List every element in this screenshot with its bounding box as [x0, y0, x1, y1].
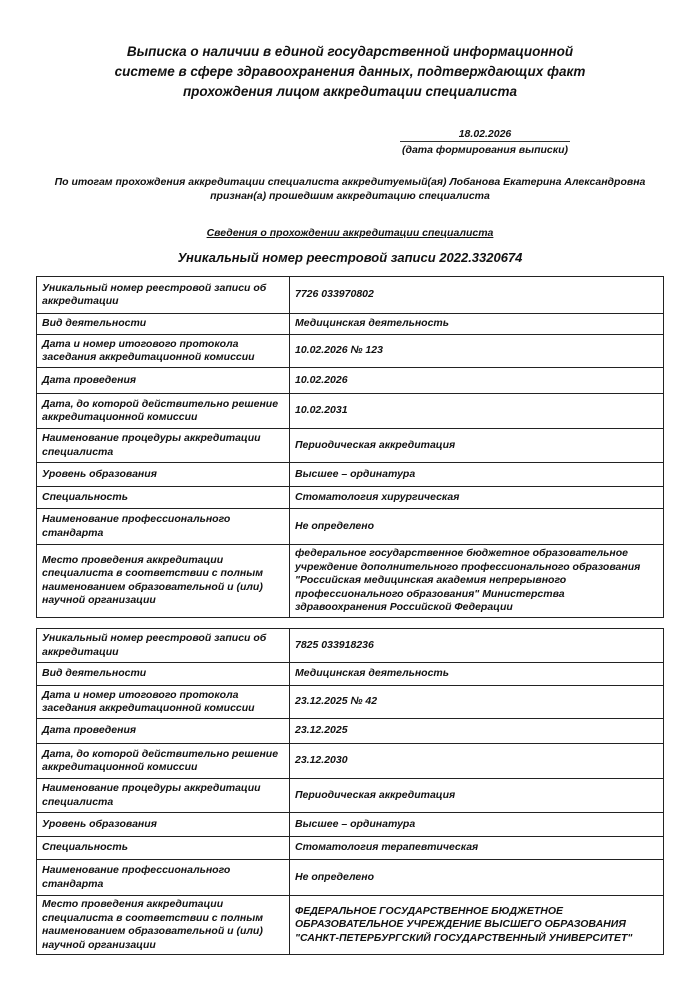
- field-label: Дата и номер итогового протокола заседан…: [36, 685, 290, 719]
- registry-number: Уникальный номер реестровой записи 2022.…: [177, 250, 523, 265]
- field-label: Наименование профессионального стандарта: [36, 508, 290, 545]
- title-line: прохождения лицом аккредитации специалис…: [182, 84, 518, 99]
- table-row: Наименование профессионального стандарта…: [36, 508, 664, 545]
- field-value: Медицинская деятельность: [289, 662, 664, 686]
- accreditation-record-table: Уникальный номер реестровой записи об ак…: [36, 276, 664, 618]
- title-line: Выписка о наличии в единой государственн…: [126, 44, 574, 59]
- field-label: Дата проведения: [36, 718, 290, 744]
- table-row: Дата проведения 23.12.2025: [36, 718, 664, 744]
- field-value: Не определено: [289, 508, 664, 545]
- intro-text: По итогам прохождения аккредитации специ…: [0, 175, 700, 203]
- field-value: Высшее – ординатура: [289, 812, 664, 837]
- field-label: Вид деятельности: [36, 662, 290, 686]
- table-row: Уровень образования Высшее – ординатура: [36, 462, 664, 487]
- field-label: Уникальный номер реестровой записи об ак…: [36, 276, 290, 314]
- field-value: 10.02.2026 № 123: [289, 334, 664, 368]
- field-label: Специальность: [36, 836, 290, 860]
- field-label: Уровень образования: [36, 462, 290, 487]
- field-value: Медицинская деятельность: [289, 313, 664, 335]
- field-label: Дата, до которой действительно решение а…: [36, 743, 290, 779]
- field-label: Дата, до которой действительно решение а…: [36, 393, 290, 429]
- field-label: Место проведения аккредитации специалист…: [36, 544, 290, 618]
- field-label: Место проведения аккредитации специалист…: [36, 895, 290, 955]
- table-row: Дата и номер итогового протокола заседан…: [36, 334, 664, 368]
- field-value: Высшее – ординатура: [289, 462, 664, 487]
- table-row: Дата проведения 10.02.2026: [36, 367, 664, 394]
- intro-line: признан(а) прошедшим аккредитацию специа…: [210, 190, 490, 202]
- field-label: Уровень образования: [36, 812, 290, 837]
- table-row: Место проведения аккредитации специалист…: [36, 895, 664, 955]
- field-label: Вид деятельности: [36, 313, 290, 335]
- issue-date-caption: (дата формирования выписки): [401, 144, 569, 156]
- field-label: Наименование процедуры аккредитации спец…: [36, 778, 290, 813]
- table-row: Уникальный номер реестровой записи об ак…: [36, 276, 664, 314]
- field-label: Наименование профессионального стандарта: [36, 859, 290, 896]
- table-row: Наименование процедуры аккредитации спец…: [36, 778, 664, 813]
- table-row: Наименование процедуры аккредитации спец…: [36, 428, 664, 463]
- issue-date: 18.02.2026: [400, 128, 570, 142]
- field-value: Не определено: [289, 859, 664, 896]
- table-row: Дата и номер итогового протокола заседан…: [36, 685, 664, 719]
- title-line: системе в сфере здравоохранения данных, …: [114, 64, 586, 79]
- field-value: 10.02.2026: [289, 367, 664, 394]
- field-value: ФЕДЕРАЛЬНОЕ ГОСУДАРСТВЕННОЕ БЮДЖЕТНОЕ ОБ…: [289, 895, 664, 955]
- table-row: Специальность Стоматология хирургическая: [36, 486, 664, 509]
- field-value: федеральное государственное бюджетное об…: [289, 544, 664, 618]
- table-row: Специальность Стоматология терапевтическа…: [36, 836, 664, 860]
- table-row: Вид деятельности Медицинская деятельность: [36, 662, 664, 686]
- field-label: Дата и номер итогового протокола заседан…: [36, 334, 290, 368]
- field-label: Уникальный номер реестровой записи об ак…: [36, 628, 290, 663]
- section-title: Сведения о прохождении аккредитации спец…: [206, 227, 494, 239]
- table-row: Дата, до которой действительно решение а…: [36, 393, 664, 429]
- field-value: 7825 033918236: [289, 628, 664, 663]
- accreditation-record-table: Уникальный номер реестровой записи об ак…: [36, 628, 664, 955]
- issue-date-block: 18.02.2026 (дата формирования выписки): [400, 128, 570, 156]
- table-row: Дата, до которой действительно решение а…: [36, 743, 664, 779]
- field-value: Периодическая аккредитация: [289, 778, 664, 813]
- field-value: 23.12.2030: [289, 743, 664, 779]
- field-value: 23.12.2025: [289, 718, 664, 744]
- table-row: Вид деятельности Медицинская деятельность: [36, 313, 664, 335]
- field-label: Специальность: [36, 486, 290, 509]
- field-value: Стоматология хирургическая: [289, 486, 664, 509]
- field-label: Дата проведения: [36, 367, 290, 394]
- intro-line: По итогам прохождения аккредитации специ…: [54, 176, 646, 188]
- table-row: Уникальный номер реестровой записи об ак…: [36, 628, 664, 663]
- field-value: Стоматология терапевтическая: [289, 836, 664, 860]
- table-row: Место проведения аккредитации специалист…: [36, 544, 664, 618]
- table-row: Наименование профессионального стандарта…: [36, 859, 664, 896]
- field-value: Периодическая аккредитация: [289, 428, 664, 463]
- table-row: Уровень образования Высшее – ординатура: [36, 812, 664, 837]
- field-value: 23.12.2025 № 42: [289, 685, 664, 719]
- field-value: 10.02.2031: [289, 393, 664, 429]
- document-title: Выписка о наличии в единой государственн…: [0, 42, 700, 102]
- field-value: 7726 033970802: [289, 276, 664, 314]
- field-label: Наименование процедуры аккредитации спец…: [36, 428, 290, 463]
